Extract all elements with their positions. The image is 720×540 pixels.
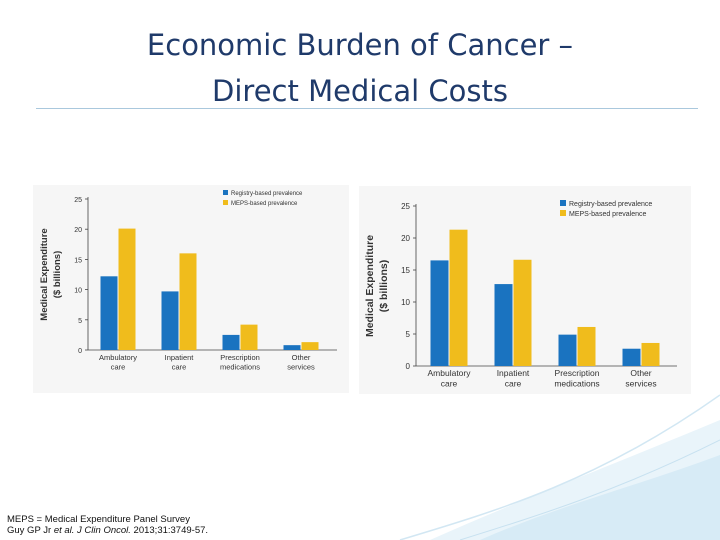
title-divider [36,108,698,109]
bar-registry [161,291,179,350]
y-axis-label-unit: ($ billions) [378,260,390,313]
bar-registry [100,276,118,350]
x-category-label: medications [220,363,260,372]
footnote: MEPS = Medical Expenditure Panel Survey … [7,514,208,536]
legend-swatch [223,200,228,205]
y-tick-label: 25 [401,202,410,211]
bar-registry [494,284,513,366]
y-tick-label: 0 [406,362,411,371]
bar-chart-panel: 0 5 10 15 20 25 Medical Expenditure ($ billions… [33,185,349,393]
citation-journal: et al. J Clin Oncol. [53,525,131,536]
slide-title-line-1: Economic Burden of Cancer – [146,28,574,62]
x-category-label: Prescription [220,353,260,362]
bar-registry [558,334,577,366]
legend-swatch [223,190,228,195]
y-axis-label: Medical Expenditure [39,228,50,320]
bar-meps [513,259,532,366]
bar-registry [622,348,641,366]
slide-title: Economic Burden of Cancer – Direct Medic… [60,22,660,114]
x-category-label: Other [630,368,651,378]
bar-registry [222,334,240,350]
y-tick-label: 10 [74,288,82,295]
x-category-label: Other [292,353,311,362]
bar-meps [641,342,660,366]
bar-chart-panel: 0 5 10 15 20 25 Medical Expenditure ($ billions… [359,186,691,394]
y-tick-label: 10 [401,298,410,307]
citation-details: 2013;31:3749-57. [130,525,209,536]
legend-swatch [560,210,566,216]
legend-swatch [560,200,566,206]
bar-chart-large: 0 5 10 15 20 25 Medical Expenditure ($ billions… [364,200,677,389]
bar-meps [118,228,136,350]
y-tick-label: 0 [78,348,82,355]
legend-label: MEPS-based prevalence [569,211,647,218]
footnote-abbreviation: MEPS = Medical Expenditure Panel Survey [7,514,190,525]
x-category-label: Ambulatory [428,368,472,378]
bar-registry [283,345,301,350]
bar-meps [577,326,596,366]
y-axis-label-unit: ($ billions) [52,251,63,299]
x-category-label: Inpatient [165,353,195,362]
footnote-citation: Guy GP Jr et al. J Clin Oncol. 2013;31:3… [7,525,208,536]
citation-authors: Guy GP Jr [7,525,54,536]
y-tick-label: 15 [74,257,82,264]
legend-label: Registry-based prevalence [231,191,303,197]
x-category-label: services [287,363,315,372]
y-tick-label: 20 [401,234,410,243]
x-category-label: medications [554,379,599,389]
bar-meps [179,253,197,350]
x-category-label: services [625,379,656,389]
x-category-label: Ambulatory [99,353,137,362]
bar-registry [430,260,449,366]
y-tick-label: 5 [406,330,411,339]
x-category-label: care [172,363,187,372]
x-category-label: care [441,379,458,389]
bar-meps [301,342,319,350]
y-axis-label: Medical Expenditure [364,235,376,337]
y-tick-label: 25 [74,197,82,204]
bar-meps [240,324,258,350]
legend-label: Registry-based prevalence [569,201,652,208]
x-category-label: Inpatient [497,368,530,378]
bar-meps [449,229,468,366]
y-tick-label: 5 [78,318,82,325]
y-tick-label: 15 [401,266,410,275]
legend-label: MEPS-based prevalence [231,201,298,207]
x-category-label: care [111,363,126,372]
slide-title-line-2: Direct Medical Costs [212,74,508,108]
x-category-label: care [505,379,522,389]
y-tick-label: 20 [74,227,82,234]
x-category-label: Prescription [555,368,600,378]
bar-chart-small: 0 5 10 15 20 25 Medical Expenditure ($ billions… [39,190,337,372]
